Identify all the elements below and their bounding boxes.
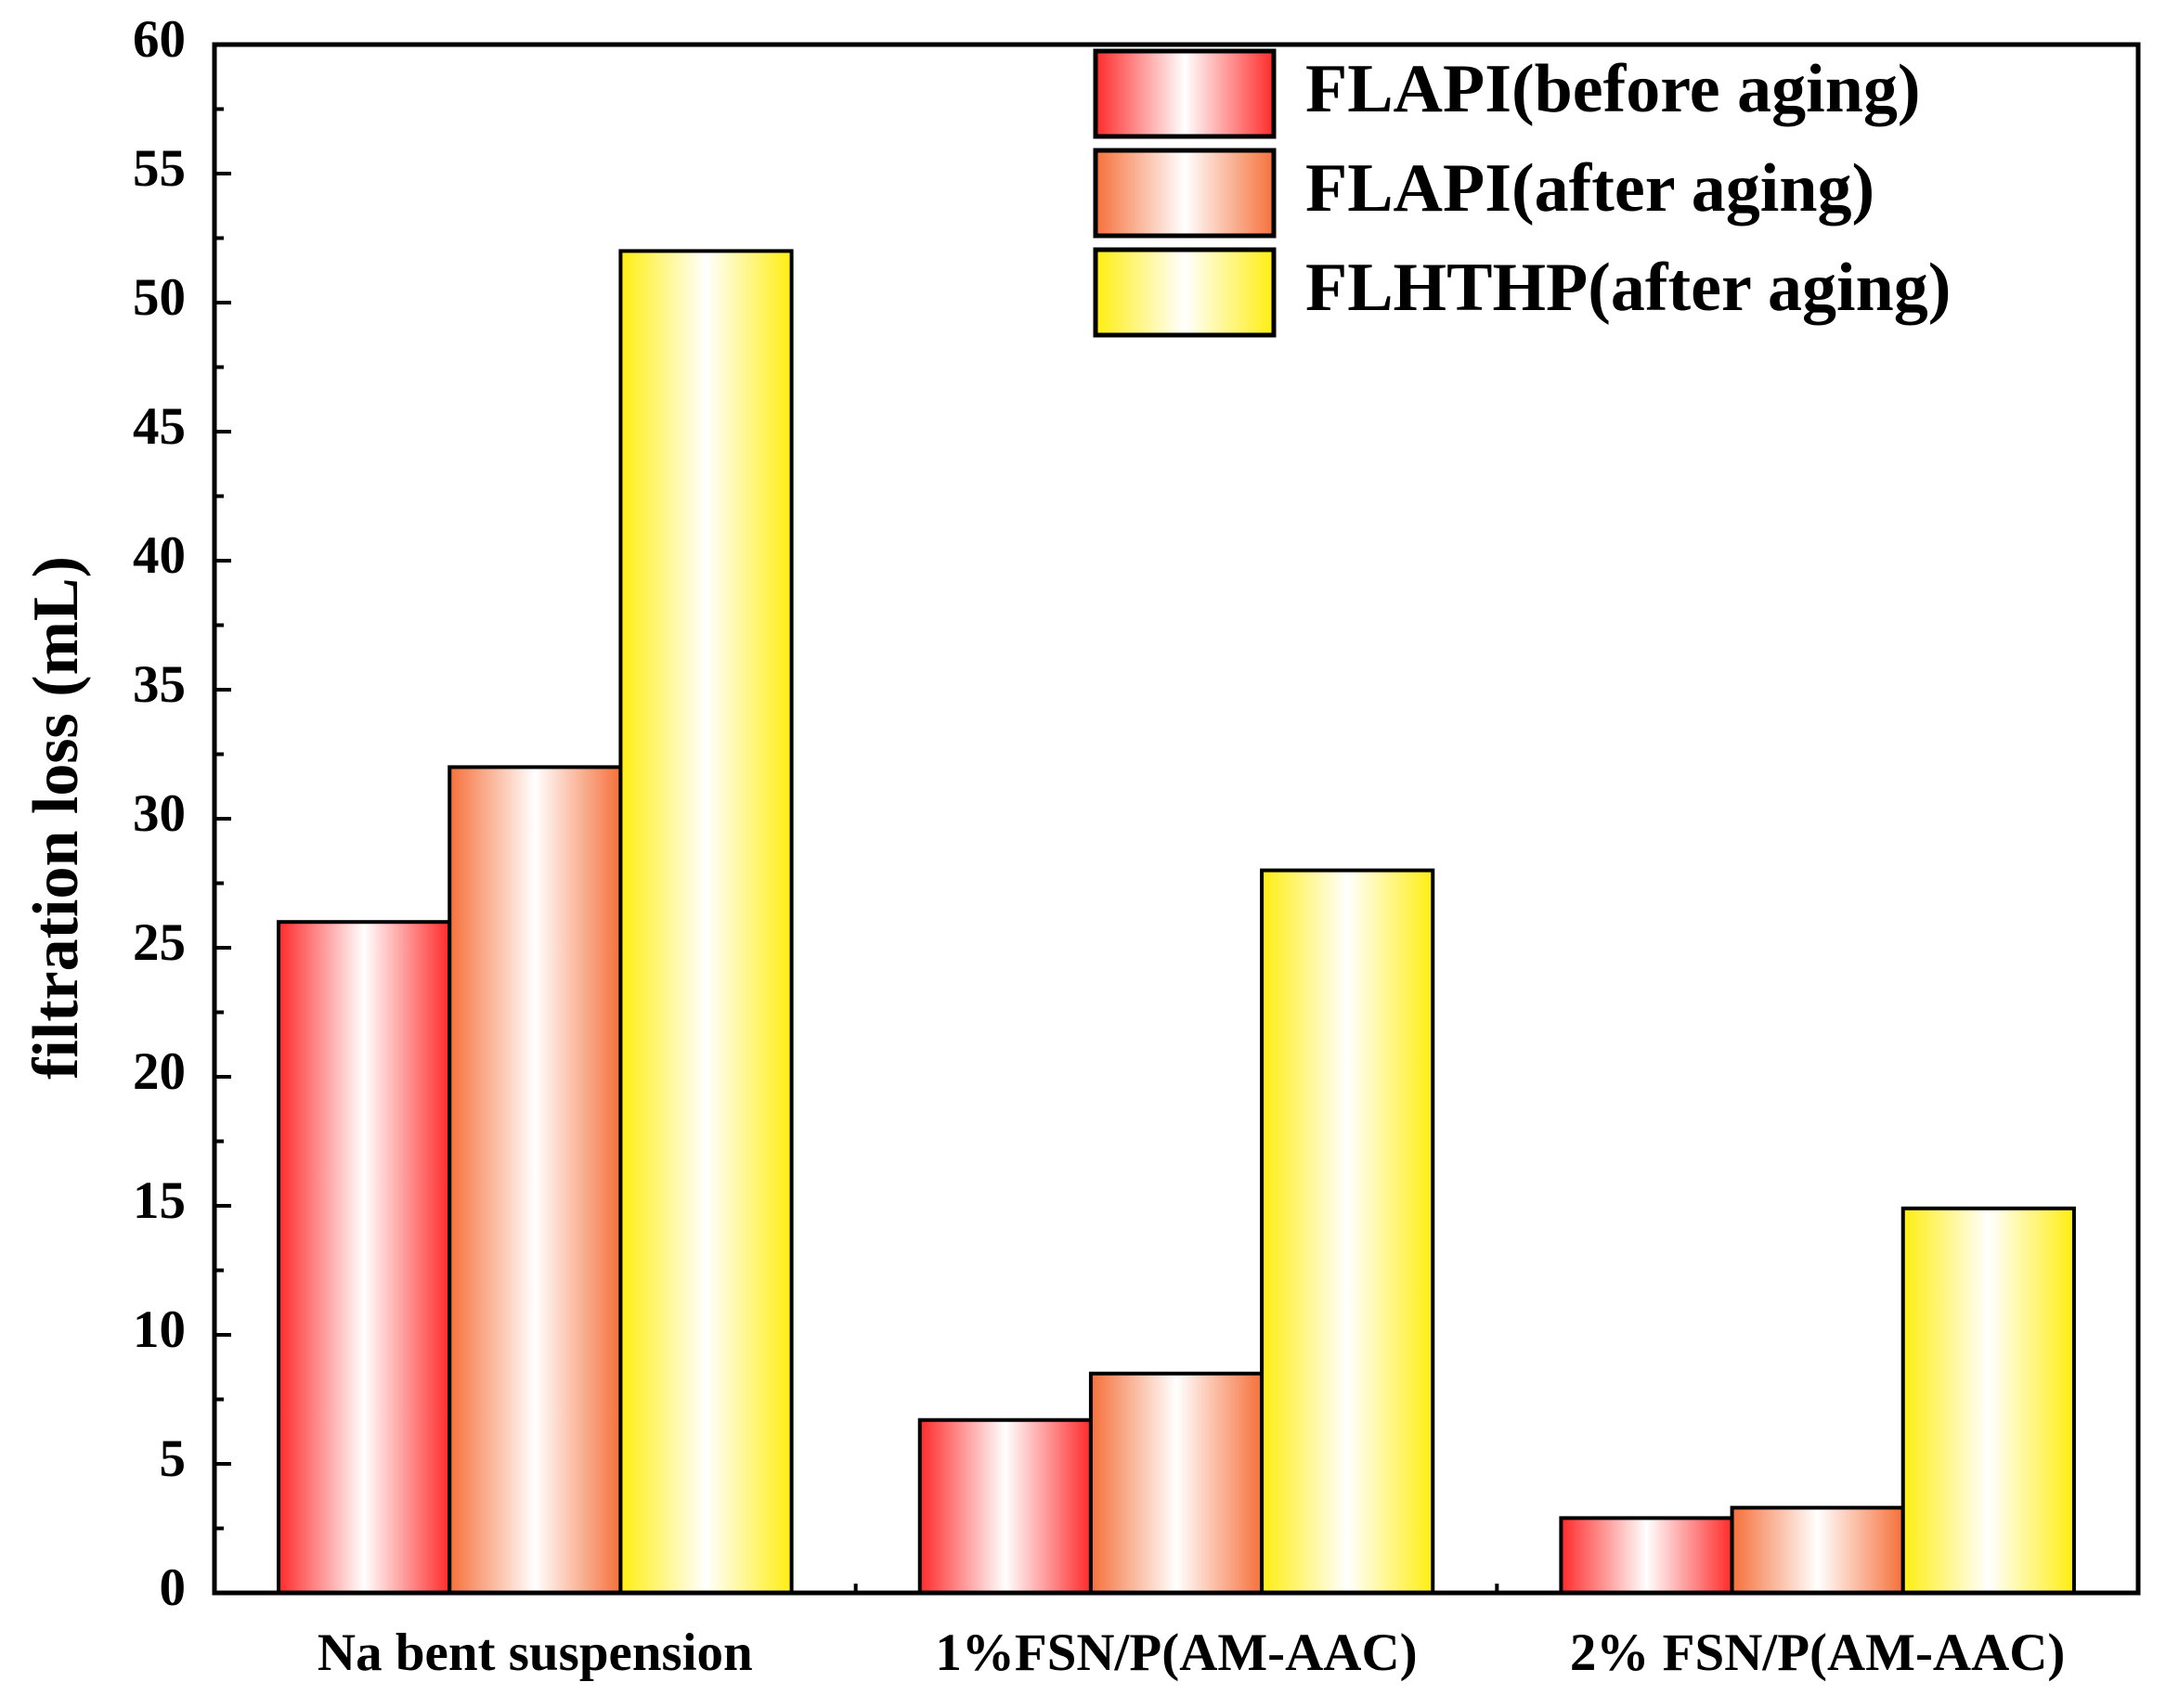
y-tick-label: 25: [133, 913, 186, 972]
bar: [1559, 1516, 1734, 1596]
x-tick-label: 1%FSN/P(AM-AAC): [935, 1624, 1417, 1682]
bar: [447, 765, 623, 1595]
legend-swatch: [1093, 247, 1277, 338]
legend-label: FLHTHP(after aging): [1305, 250, 1951, 326]
y-axis-title: filtration loss (mL): [20, 556, 92, 1080]
y-tick-label: 55: [133, 139, 186, 198]
y-tick-label: 45: [133, 397, 186, 456]
y-tick-label: 60: [133, 10, 186, 69]
x-tick-label: 2% FSN/P(AM-AAC): [1570, 1624, 2065, 1682]
plot-frame: [212, 42, 2141, 1596]
legend-swatch: [1093, 48, 1277, 139]
legend-label: FLAPI(before aging): [1305, 51, 1921, 127]
bar: [277, 920, 452, 1595]
y-tick-label: 35: [133, 655, 186, 714]
y-tick-label: 50: [133, 268, 186, 327]
y-tick-label: 40: [133, 526, 186, 585]
y-tick-label: 5: [160, 1430, 187, 1488]
bar: [618, 249, 794, 1595]
bar: [1900, 1206, 2076, 1596]
y-tick-label: 30: [133, 784, 186, 843]
y-tick-label: 10: [133, 1300, 186, 1359]
bar: [1088, 1371, 1265, 1595]
legend-label: FLAPI(after aging): [1305, 150, 1874, 226]
bar: [917, 1417, 1093, 1595]
legend-swatch: [1093, 148, 1277, 239]
y-tick-label: 0: [160, 1559, 187, 1617]
bar: [1260, 868, 1435, 1595]
x-tick-label: Na bent suspension: [318, 1624, 753, 1682]
bar: [1730, 1506, 1905, 1596]
y-tick-label: 15: [133, 1171, 186, 1230]
y-tick-label: 20: [133, 1042, 186, 1101]
